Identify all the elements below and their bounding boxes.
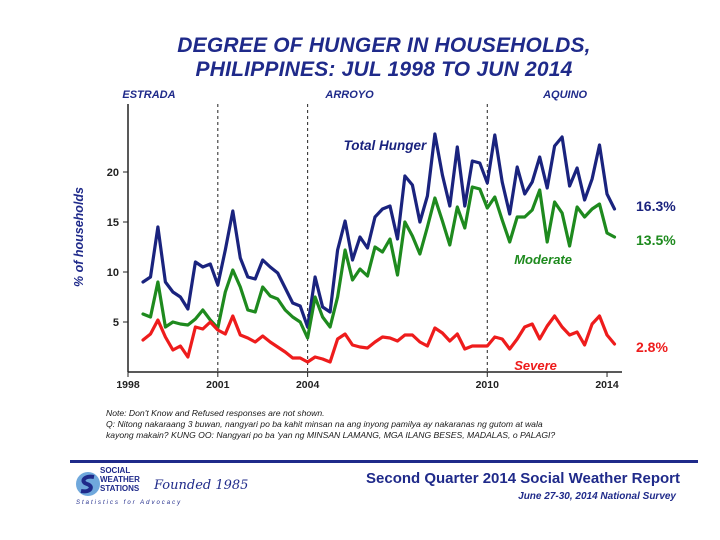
note-line-1: Note: Don't Know and Refused responses a… xyxy=(106,408,325,418)
hunger-line-chart: 5 10 15 20 1998 2001 2004 2010 2014 % of househol… xyxy=(72,89,676,391)
footer: SOCIAL WEATHER STATIONS Founded 1985 Sta… xyxy=(66,456,702,510)
chart-title-line1: DEGREE OF HUNGER IN HOUSEHOLDS, xyxy=(177,34,591,57)
end-value-label-total-hunger: 16.3% xyxy=(636,198,676,214)
x-tick-label: 2004 xyxy=(296,379,320,391)
x-tick-label: 2014 xyxy=(595,379,619,391)
presidency-label: ESTRADA xyxy=(122,89,175,101)
report-title: Second Quarter 2014 Social Weather Repor… xyxy=(366,470,680,487)
org-name-line1: SOCIAL xyxy=(100,466,131,475)
end-value-label-severe: 2.8% xyxy=(636,339,668,355)
org-name: SOCIAL WEATHER STATIONS xyxy=(100,466,140,493)
org-name-line3: STATIONS xyxy=(100,484,140,493)
x-tick-label: 2001 xyxy=(206,379,230,391)
chart-panel: DEGREE OF HUNGER IN HOUSEHOLDS, PHILIPPI… xyxy=(66,26,702,510)
series-line-moderate xyxy=(141,185,617,340)
note-block: Note: Don't Know and Refused responses a… xyxy=(106,408,696,441)
footer-rule xyxy=(70,460,698,463)
series-label-total-hunger: Total Hunger xyxy=(344,138,427,153)
founded-label: Founded 1985 xyxy=(154,478,249,493)
y-tick-label: 10 xyxy=(107,267,119,279)
sws-logo-icon xyxy=(76,472,100,496)
tagline: Statistics for Advocacy xyxy=(76,500,183,506)
series-line-severe xyxy=(141,314,617,364)
x-tick-label: 1998 xyxy=(116,379,140,391)
end-value-label-moderate: 13.5% xyxy=(636,232,676,248)
y-axis-title: % of households xyxy=(72,187,86,287)
presidency-label: ARROYO xyxy=(324,89,374,101)
y-tick-label: 20 xyxy=(107,167,119,179)
org-name-line2: WEATHER xyxy=(100,475,140,484)
x-tick-label: 2010 xyxy=(476,379,500,391)
series-label-severe: Severe xyxy=(514,358,557,373)
y-tick-label: 15 xyxy=(107,217,119,229)
report-subtitle: June 27-30, 2014 National Survey xyxy=(518,491,676,502)
note-line-3: kayong makain? KUNG OO: Nangyari po ba '… xyxy=(106,430,556,440)
presidency-label: AQUINO xyxy=(542,89,587,101)
y-tick-label: 5 xyxy=(113,317,119,329)
chart-title-line2: PHILIPPINES: JUL 1998 TO JUN 2014 xyxy=(195,58,573,81)
note-line-2: Q: Nitong nakaraang 3 buwan, nangyari po… xyxy=(106,419,543,429)
series-label-moderate: Moderate xyxy=(514,252,572,267)
series-line-total-hunger xyxy=(141,132,617,329)
